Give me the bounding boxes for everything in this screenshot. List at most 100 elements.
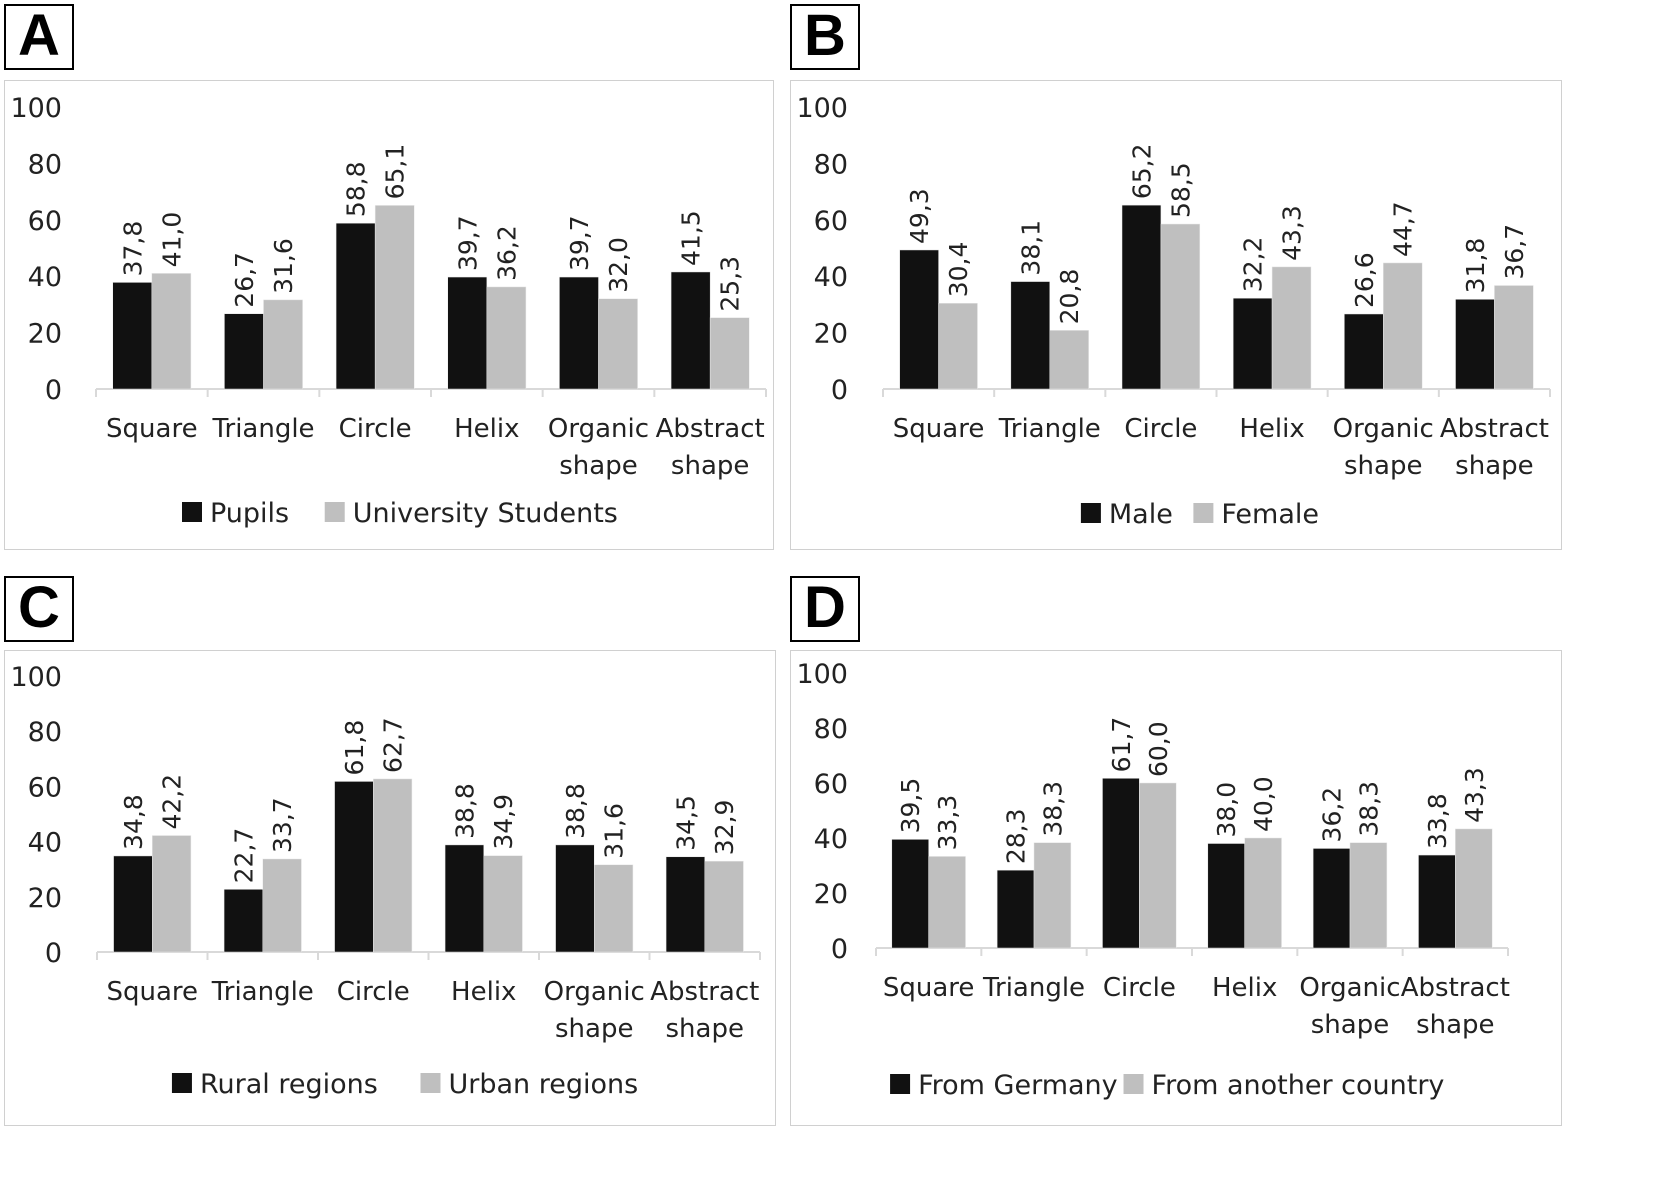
bar xyxy=(1121,204,1162,390)
data-label: 38,8 xyxy=(450,783,479,839)
y-tick-label: 80 xyxy=(28,149,62,180)
bar xyxy=(1033,842,1072,949)
x-tick-label: Helix xyxy=(454,414,519,444)
bar xyxy=(374,205,415,390)
bar xyxy=(1049,330,1089,390)
data-label: 42,2 xyxy=(158,774,187,830)
panel-label: B xyxy=(790,4,860,70)
bar xyxy=(1271,266,1312,390)
legend-label: Urban regions xyxy=(449,1069,639,1100)
bar xyxy=(1418,854,1456,949)
data-label: 38,1 xyxy=(1016,220,1045,276)
x-tick-label: Organic xyxy=(1299,973,1400,1003)
bar xyxy=(1232,297,1273,390)
bar xyxy=(262,858,302,953)
bar xyxy=(559,276,599,390)
data-label: 34,8 xyxy=(119,794,148,850)
bar xyxy=(555,844,595,953)
bar xyxy=(996,869,1035,949)
bar xyxy=(112,282,153,390)
data-label: 32,9 xyxy=(710,800,739,856)
legend-label: Male xyxy=(1109,499,1173,530)
y-tick-label: 20 xyxy=(28,883,62,914)
bar xyxy=(335,222,376,390)
data-label: 25,3 xyxy=(716,256,745,312)
y-tick-label: 40 xyxy=(28,828,62,859)
x-tick-label: Circle xyxy=(1103,973,1176,1003)
x-tick-label: Abstract xyxy=(650,977,759,1007)
bar xyxy=(1102,778,1140,949)
data-label: 49,3 xyxy=(905,188,934,244)
data-label: 26,6 xyxy=(1350,252,1379,308)
bar xyxy=(891,839,929,949)
data-label: 32,2 xyxy=(1239,237,1268,293)
data-label: 43,3 xyxy=(1460,767,1489,823)
legend-swatch xyxy=(1080,503,1101,523)
x-tick-label: Circle xyxy=(1124,414,1197,444)
data-label: 36,7 xyxy=(1500,224,1529,280)
y-tick-label: 0 xyxy=(45,375,62,406)
x-tick-label: Helix xyxy=(1239,414,1304,444)
data-label: 20,8 xyxy=(1055,269,1084,325)
x-tick-label: shape xyxy=(555,1014,633,1044)
x-tick-label: Square xyxy=(106,414,198,444)
data-label: 60,0 xyxy=(1144,721,1173,777)
x-tick-label: shape xyxy=(1311,1010,1389,1040)
y-tick-label: 0 xyxy=(831,934,848,965)
y-tick-label: 60 xyxy=(814,206,848,237)
bar xyxy=(152,835,192,953)
x-tick-label: Square xyxy=(893,414,985,444)
bar xyxy=(928,856,966,949)
data-label: 62,7 xyxy=(379,717,408,773)
y-tick-label: 20 xyxy=(814,879,848,910)
bar xyxy=(447,276,488,390)
bar xyxy=(1383,262,1423,390)
x-tick-label: Abstract xyxy=(656,414,765,444)
x-tick-label: Organic xyxy=(544,977,645,1007)
x-tick-label: Square xyxy=(106,977,198,1007)
data-label: 38,3 xyxy=(1354,781,1383,837)
x-tick-label: Triangle xyxy=(982,973,1085,1003)
bar xyxy=(1312,848,1351,949)
y-tick-label: 40 xyxy=(814,824,848,855)
y-tick-label: 40 xyxy=(814,262,848,293)
data-label: 65,1 xyxy=(381,144,410,200)
y-tick-label: 80 xyxy=(814,714,848,745)
x-tick-label: shape xyxy=(671,451,749,481)
y-tick-label: 40 xyxy=(28,262,62,293)
data-label: 58,8 xyxy=(342,162,371,218)
data-label: 36,2 xyxy=(1318,787,1347,843)
bar xyxy=(594,864,634,953)
data-label: 41,0 xyxy=(157,212,186,268)
bar xyxy=(113,855,153,953)
bar xyxy=(598,298,638,390)
bar xyxy=(709,317,750,390)
bar xyxy=(1010,281,1051,390)
data-label: 40,0 xyxy=(1249,776,1278,832)
legend-swatch xyxy=(890,1074,911,1094)
data-label: 33,8 xyxy=(1423,793,1452,849)
bar xyxy=(665,856,706,953)
bar xyxy=(334,781,374,953)
x-tick-label: Organic xyxy=(1333,414,1434,444)
x-tick-label: Circle xyxy=(337,977,410,1007)
data-label: 33,7 xyxy=(268,797,297,853)
bar xyxy=(1344,313,1384,390)
legend-swatch xyxy=(171,1073,192,1093)
x-tick-label: Triangle xyxy=(998,414,1101,444)
y-tick-label: 100 xyxy=(796,93,848,124)
data-label: 39,7 xyxy=(565,215,594,271)
x-tick-label: Abstract xyxy=(1440,414,1549,444)
x-tick-label: Triangle xyxy=(211,977,314,1007)
data-label: 41,5 xyxy=(677,210,706,266)
y-tick-label: 100 xyxy=(10,93,62,124)
legend-label: University Students xyxy=(353,498,618,529)
legend-label: Rural regions xyxy=(200,1069,378,1100)
data-label: 44,7 xyxy=(1389,201,1418,257)
data-label: 61,7 xyxy=(1107,717,1136,773)
x-tick-label: Circle xyxy=(339,414,412,444)
